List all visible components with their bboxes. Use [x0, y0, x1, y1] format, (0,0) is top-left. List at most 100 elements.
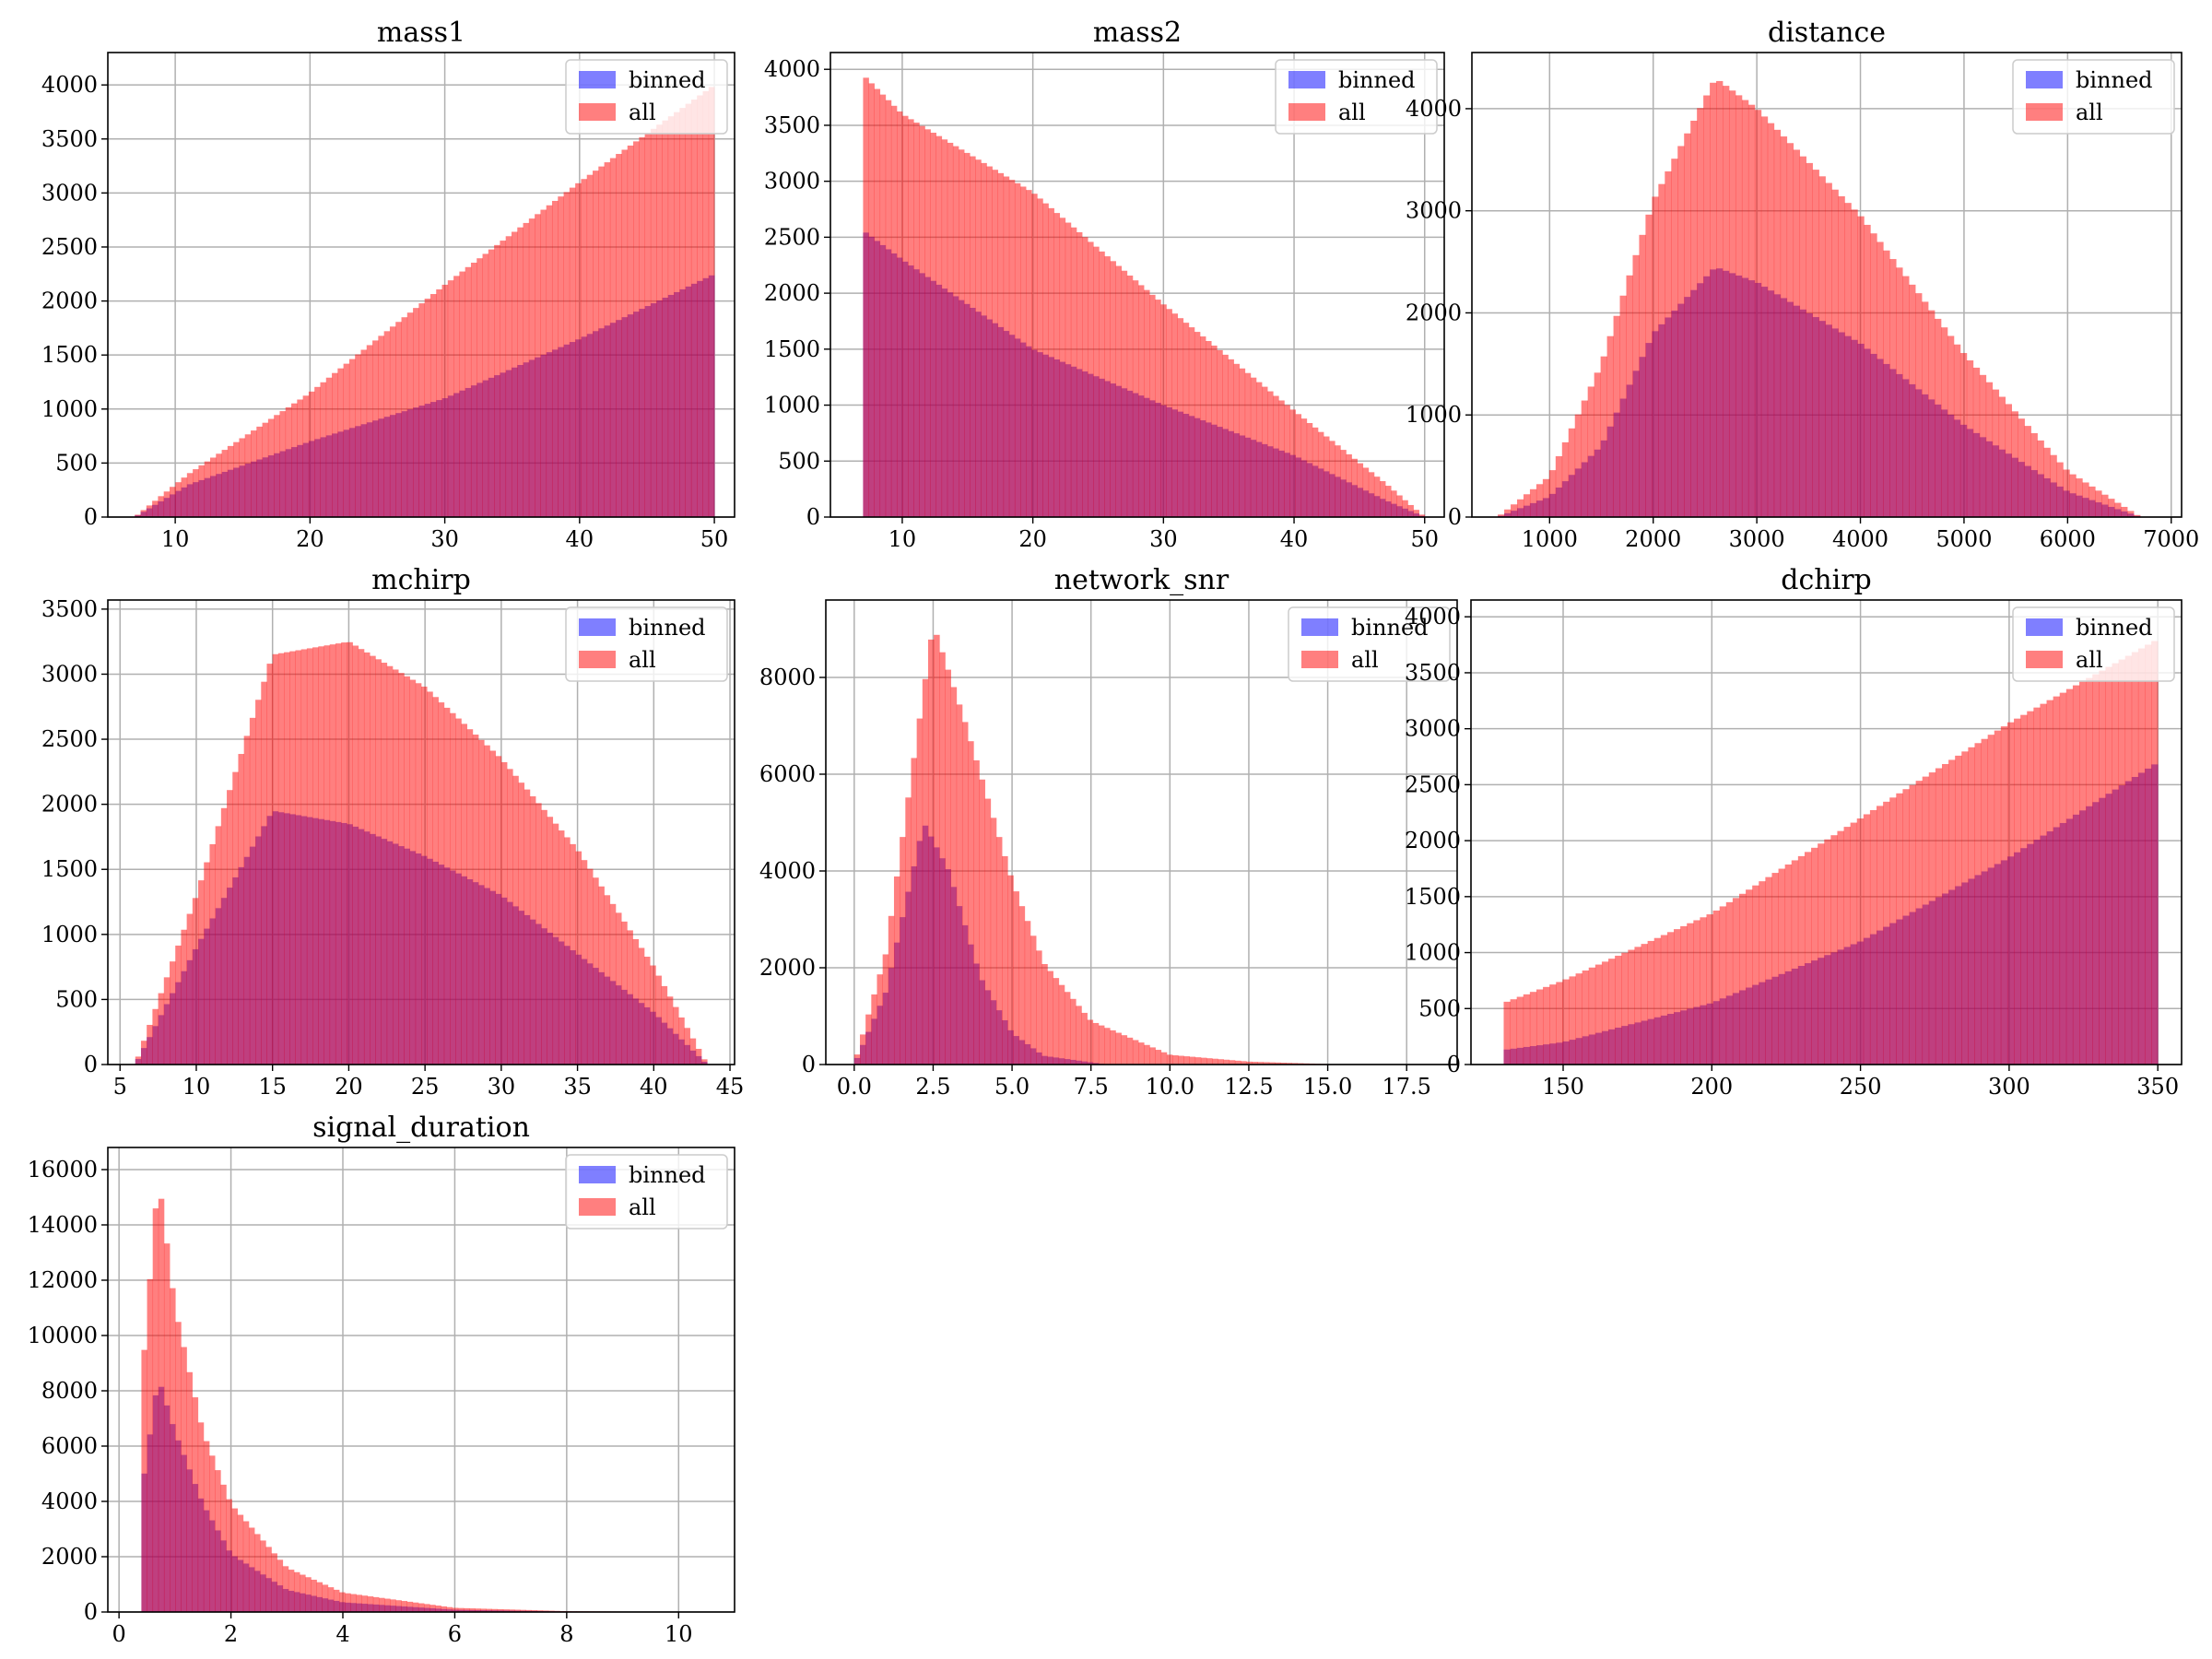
bar-all [1082, 237, 1088, 517]
bar-all [1088, 241, 1094, 517]
bar-all [198, 880, 205, 1065]
bar-all [593, 877, 599, 1065]
bar-all [979, 779, 985, 1065]
bar-all [633, 141, 640, 517]
bar-all [627, 145, 634, 517]
bar-all [459, 271, 466, 517]
bar-all [1687, 923, 1694, 1065]
y-tick-label: 1000 [41, 396, 98, 422]
bar-all [609, 158, 617, 517]
bar-all [2065, 688, 2074, 1065]
bar-all [324, 645, 331, 1065]
bar-all [1329, 441, 1335, 517]
bar-all [1211, 345, 1218, 517]
bar-all [497, 1608, 504, 1612]
bar-all [1099, 251, 1105, 517]
bar-all [1760, 116, 1769, 517]
bar-all [348, 359, 356, 517]
bar-all [1909, 784, 1916, 1065]
axes-frame [1471, 52, 2183, 518]
bar-all [528, 218, 535, 517]
bar-all [970, 156, 976, 518]
bar-all [1160, 304, 1167, 517]
bar-all [256, 426, 263, 517]
x-tick-label: 4 [335, 1621, 349, 1647]
bar-all [1947, 335, 1955, 517]
bar-all [158, 1198, 165, 1612]
bar-all [1529, 488, 1537, 517]
x-tick-label: 7000 [2143, 526, 2199, 552]
y-tick-label: 3500 [41, 596, 98, 622]
bar-all [1239, 368, 1246, 517]
y-tick-label: 4000 [41, 72, 98, 98]
x-tick-label: 15 [258, 1074, 287, 1100]
bar-all [593, 171, 599, 517]
bar-all [896, 111, 903, 518]
bar-all [1582, 970, 1590, 1065]
bar-all [424, 1604, 430, 1612]
bar-all [893, 876, 900, 1065]
bar-all [586, 174, 594, 517]
bar-all [964, 152, 971, 518]
bar-all [363, 652, 371, 1065]
bar-all [1666, 932, 1675, 1065]
x-tick-label: 10.0 [1146, 1074, 1194, 1100]
bar-all [679, 108, 686, 518]
bar-all [274, 415, 280, 517]
panel-title: mass1 [377, 17, 465, 49]
legend-swatch-all [579, 103, 616, 121]
bar-all [575, 182, 582, 518]
bar-all [197, 1422, 205, 1612]
bar-all [1915, 293, 1923, 517]
bar-all [2056, 462, 2064, 517]
bar-all [284, 652, 290, 1065]
axes-frame [830, 52, 1445, 518]
bar-all [293, 1571, 300, 1612]
bar-all [1652, 196, 1659, 517]
legend: binned all [565, 1154, 728, 1230]
bar-all [1799, 156, 1806, 517]
bar-all [1284, 405, 1290, 517]
bar-all [1966, 360, 1974, 517]
bar-all [1725, 901, 1734, 1065]
axes-frame [107, 52, 735, 518]
bar-all [347, 641, 353, 1065]
bar-all [2082, 482, 2089, 517]
bar-all [853, 1054, 861, 1065]
bar-all [563, 192, 571, 517]
bar-all [514, 1609, 521, 1612]
bar-all [1778, 868, 1786, 1065]
x-tick-label: 17.5 [1382, 1074, 1430, 1100]
bar-all [311, 1579, 317, 1612]
bar-all [1037, 198, 1043, 517]
y-tick-label: 4000 [41, 1488, 98, 1514]
y-tick-label: 2000 [41, 288, 98, 314]
bar-all [678, 1017, 685, 1065]
bar-all [1413, 510, 1420, 517]
legend-swatch-binned [579, 1166, 616, 1183]
bar-all [1121, 270, 1128, 517]
y-tick-label: 14000 [28, 1212, 98, 1238]
bar-all [2033, 707, 2041, 1065]
bar-all [1548, 470, 1557, 517]
bar-all [2144, 644, 2152, 1065]
bar-all [1160, 1052, 1168, 1065]
bar-all [986, 166, 993, 518]
bar-all [644, 133, 652, 518]
bar-all [2137, 648, 2146, 1065]
bar-all [1396, 495, 1403, 517]
bar-all [511, 231, 518, 517]
bar-all [1115, 265, 1123, 517]
bar-all [192, 1397, 199, 1612]
bar-all [930, 132, 936, 517]
bar-all [395, 1600, 402, 1612]
bar-all [1863, 814, 1871, 1065]
x-tick-label: 30 [430, 526, 459, 552]
bar-all [333, 1589, 340, 1612]
bar-all [1171, 313, 1178, 517]
bar-all [919, 125, 925, 517]
bar-all [327, 1587, 335, 1612]
y-tick-label: 3000 [1405, 716, 1461, 742]
bar-all [1312, 427, 1319, 517]
bar-all [1645, 214, 1653, 517]
